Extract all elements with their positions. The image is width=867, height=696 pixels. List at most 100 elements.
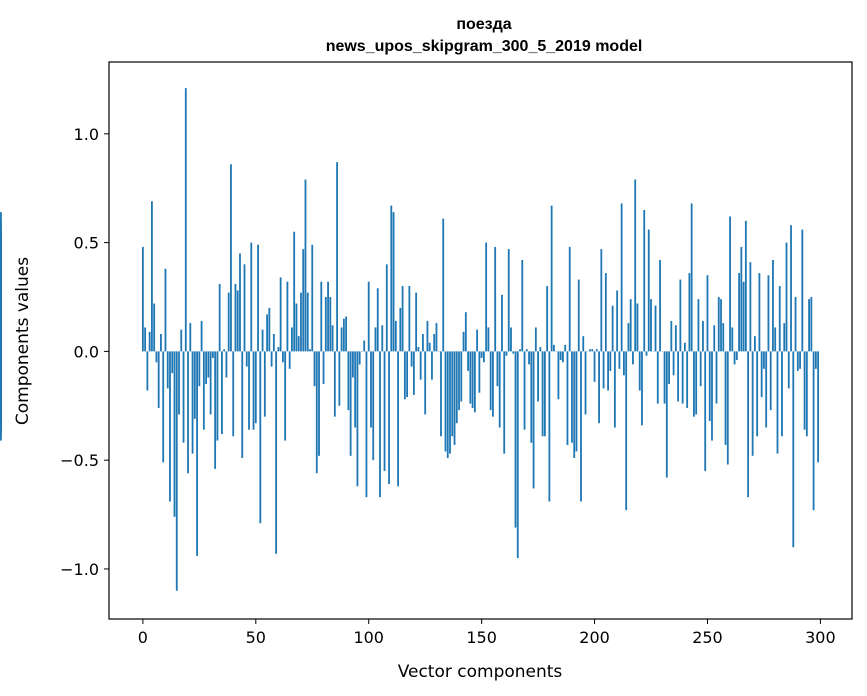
- bar: [214, 351, 217, 469]
- bar: [733, 351, 736, 365]
- bar: [573, 351, 576, 458]
- bar: [539, 347, 542, 352]
- bar: [498, 351, 501, 428]
- bar: [336, 162, 338, 352]
- bar: [747, 351, 750, 498]
- bar: [399, 307, 402, 352]
- bar: [722, 323, 725, 352]
- bar: [467, 351, 469, 371]
- bar: [641, 351, 643, 426]
- x-tick-label: 250: [692, 628, 723, 647]
- bar: [552, 344, 555, 352]
- bar: [320, 281, 323, 352]
- bar: [760, 351, 763, 398]
- bar: [704, 351, 707, 472]
- y-tick-label: −0.5: [60, 451, 99, 470]
- bar: [713, 325, 716, 352]
- bar: [193, 351, 196, 419]
- bar: [672, 351, 675, 376]
- bar: [534, 327, 537, 352]
- bar: [408, 286, 411, 352]
- bar: [647, 229, 650, 352]
- bar: [383, 351, 386, 472]
- bar: [681, 351, 684, 404]
- bar: [392, 212, 395, 352]
- bar: [449, 351, 451, 454]
- bar: [340, 327, 343, 352]
- bar: [476, 329, 479, 352]
- bar: [792, 351, 795, 548]
- bar: [613, 351, 616, 428]
- bar: [345, 316, 348, 352]
- bar: [550, 205, 553, 352]
- bar: [650, 299, 652, 352]
- bar: [426, 320, 429, 352]
- bar: [776, 351, 779, 454]
- bar: [446, 351, 449, 458]
- bar: [530, 351, 533, 443]
- bar: [367, 281, 370, 352]
- bar: [342, 318, 345, 352]
- bar: [814, 351, 817, 369]
- bar: [643, 209, 646, 352]
- chart-title: поезда: [456, 16, 511, 33]
- bar: [302, 249, 305, 352]
- bar: [460, 351, 463, 402]
- bar: [577, 279, 580, 352]
- bar: [284, 351, 287, 441]
- bar: [808, 299, 810, 352]
- bar: [304, 179, 307, 352]
- bar: [417, 347, 420, 352]
- bar: [358, 351, 361, 365]
- bar: [234, 283, 237, 352]
- bar: [620, 203, 623, 352]
- bar: [564, 344, 567, 352]
- bar: [254, 351, 257, 424]
- bar: [184, 88, 187, 352]
- bar: [469, 351, 472, 404]
- bar: [239, 253, 241, 352]
- bar: [769, 351, 772, 411]
- bar: [202, 351, 205, 430]
- bar: [440, 351, 442, 437]
- bar: [731, 327, 734, 352]
- bar: [144, 327, 147, 352]
- bar: [758, 273, 761, 352]
- bar: [693, 351, 695, 417]
- bar: [609, 351, 612, 371]
- bar: [602, 351, 605, 389]
- bar: [338, 351, 341, 406]
- x-tick-label: 150: [466, 628, 497, 647]
- bar: [311, 244, 314, 352]
- bar: [160, 333, 162, 352]
- bar: [300, 292, 302, 352]
- bar: [785, 242, 788, 352]
- x-tick-label: 100: [353, 628, 384, 647]
- bar: [803, 351, 806, 430]
- bar: [677, 351, 680, 402]
- bar: [496, 351, 499, 387]
- bar: [566, 351, 569, 445]
- bar: [451, 351, 454, 437]
- bar: [216, 351, 219, 441]
- bar: [510, 327, 512, 352]
- bar: [656, 351, 659, 404]
- bar: [259, 351, 262, 524]
- bar: [740, 246, 743, 352]
- bar: [279, 277, 282, 352]
- bar: [236, 290, 239, 352]
- bar: [403, 351, 406, 400]
- bar: [702, 320, 704, 352]
- bar: [385, 264, 388, 352]
- bar: [248, 351, 250, 430]
- bar: [182, 351, 185, 443]
- bar: [636, 303, 639, 352]
- bar: [329, 296, 332, 352]
- bar: [266, 314, 268, 352]
- x-tick-label: 200: [579, 628, 610, 647]
- bar: [668, 351, 670, 385]
- bar: [309, 349, 311, 352]
- bar: [595, 349, 598, 352]
- plot-frame: [108, 61, 853, 620]
- bar: [318, 351, 320, 456]
